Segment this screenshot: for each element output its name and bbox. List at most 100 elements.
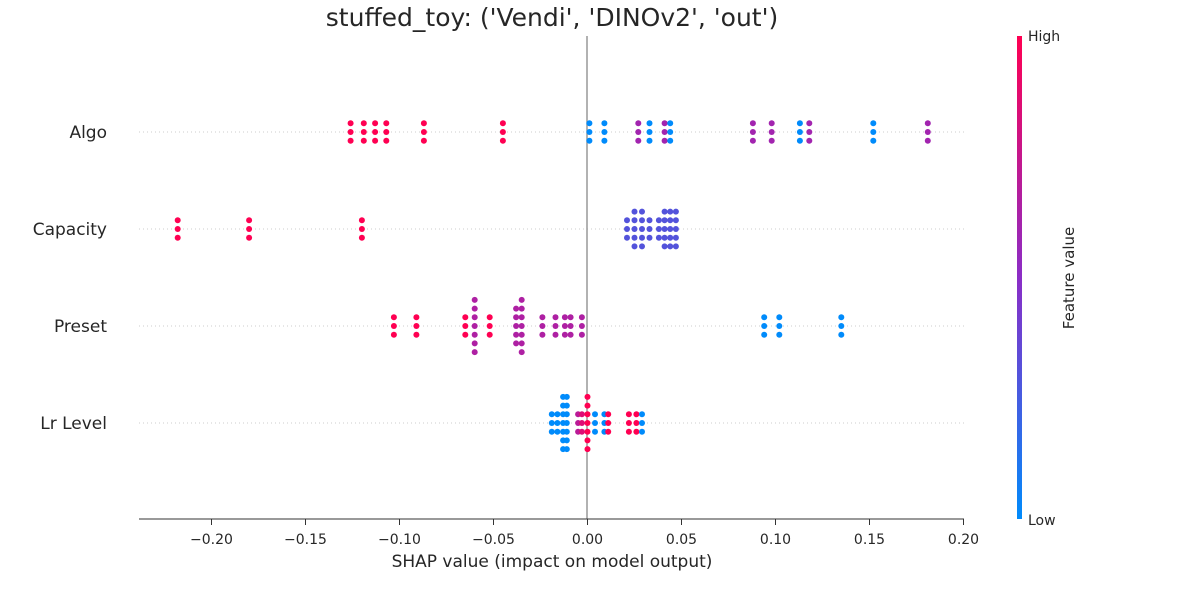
shap-point xyxy=(749,129,756,135)
shap-point xyxy=(552,323,559,329)
shap-point xyxy=(360,120,367,127)
shap-point xyxy=(471,331,478,338)
shap-point xyxy=(578,323,585,329)
shap-point xyxy=(372,120,379,127)
shap-point xyxy=(605,428,612,435)
shap-point xyxy=(646,234,653,241)
shap-point xyxy=(749,137,756,144)
shap-point xyxy=(806,129,813,135)
shap-point xyxy=(646,137,653,144)
shap-point xyxy=(420,120,427,127)
shap-point xyxy=(347,137,354,144)
shap-point xyxy=(420,129,427,135)
shap-point xyxy=(358,234,365,241)
shap-point xyxy=(390,323,397,329)
shap-point xyxy=(672,208,679,215)
shap-point xyxy=(661,217,668,224)
shap-point xyxy=(639,208,645,215)
shap-point xyxy=(471,349,478,356)
shap-point xyxy=(667,234,674,241)
shap-point xyxy=(661,243,668,250)
shap-point xyxy=(586,129,593,135)
shap-point xyxy=(806,137,813,144)
shap-point xyxy=(584,402,591,409)
shap-point xyxy=(761,314,768,321)
shap-point xyxy=(584,446,591,453)
shap-point xyxy=(372,129,379,135)
x-tick-label: −0.20 xyxy=(190,532,233,548)
shap-point xyxy=(563,420,570,426)
x-tick-label: 0.00 xyxy=(572,532,603,548)
shap-point xyxy=(383,137,390,144)
shap-point xyxy=(776,314,783,321)
shap-point xyxy=(768,120,775,127)
shap-point xyxy=(655,234,662,241)
shap-point xyxy=(661,208,668,215)
shap-point xyxy=(586,120,593,127)
shap-point xyxy=(578,314,585,321)
x-tick-label: 0.10 xyxy=(760,532,791,548)
shap-point xyxy=(631,234,638,241)
shap-point xyxy=(661,129,668,135)
shap-point xyxy=(360,137,367,144)
shap-point xyxy=(768,129,775,135)
shap-point xyxy=(639,243,645,250)
shap-point xyxy=(870,137,877,144)
shap-point xyxy=(513,331,520,338)
shap-point xyxy=(554,420,561,426)
shap-point xyxy=(578,420,585,426)
shap-point xyxy=(672,234,679,241)
feature-row: Capacity xyxy=(33,208,679,250)
shap-point xyxy=(646,120,653,127)
shap-point xyxy=(870,120,877,127)
shap-point xyxy=(246,234,253,241)
shap-point xyxy=(601,120,608,127)
shap-point xyxy=(667,208,674,215)
shap-point xyxy=(390,314,397,321)
shap-point xyxy=(471,340,478,347)
shap-point xyxy=(838,314,845,321)
shap-point xyxy=(499,137,506,144)
shap-point xyxy=(601,137,608,144)
shap-point xyxy=(661,120,668,127)
shap-point xyxy=(462,323,469,329)
shap-point xyxy=(592,420,598,426)
shap-point xyxy=(646,226,653,232)
shap-point xyxy=(347,120,354,127)
shap-point xyxy=(635,129,642,135)
shap-point xyxy=(518,349,525,356)
feature-label: Capacity xyxy=(33,220,107,240)
shap-point xyxy=(584,393,591,400)
colorbar xyxy=(1017,36,1022,519)
shap-point xyxy=(518,340,525,347)
shap-point xyxy=(563,402,570,409)
shap-point xyxy=(486,331,493,338)
shap-point xyxy=(639,226,645,232)
x-tick-label: −0.05 xyxy=(472,532,515,548)
shap-point xyxy=(539,314,546,321)
shap-point xyxy=(672,226,679,232)
x-tick-label: −0.15 xyxy=(284,532,327,548)
shap-point xyxy=(924,120,931,127)
shap-point xyxy=(383,129,390,135)
shap-point xyxy=(518,305,525,312)
shap-point xyxy=(624,234,630,241)
shap-point xyxy=(420,137,427,144)
shap-point xyxy=(174,217,181,224)
shap-point xyxy=(661,226,668,232)
shap-point xyxy=(499,120,506,127)
shap-point xyxy=(586,137,593,144)
shap-point xyxy=(358,226,365,232)
shap-point xyxy=(870,129,877,135)
shap-point xyxy=(631,226,638,232)
shap-point xyxy=(639,411,645,418)
shap-point xyxy=(605,411,612,418)
shap-point xyxy=(563,411,570,418)
shap-point xyxy=(561,323,568,329)
shap-point xyxy=(635,137,642,144)
feature-row: Lr Level xyxy=(40,393,645,453)
shap-point xyxy=(624,226,630,232)
feature-rows: Algo Capacity Preset Lr Level xyxy=(33,120,931,453)
x-tick-label: 0.20 xyxy=(948,532,979,548)
